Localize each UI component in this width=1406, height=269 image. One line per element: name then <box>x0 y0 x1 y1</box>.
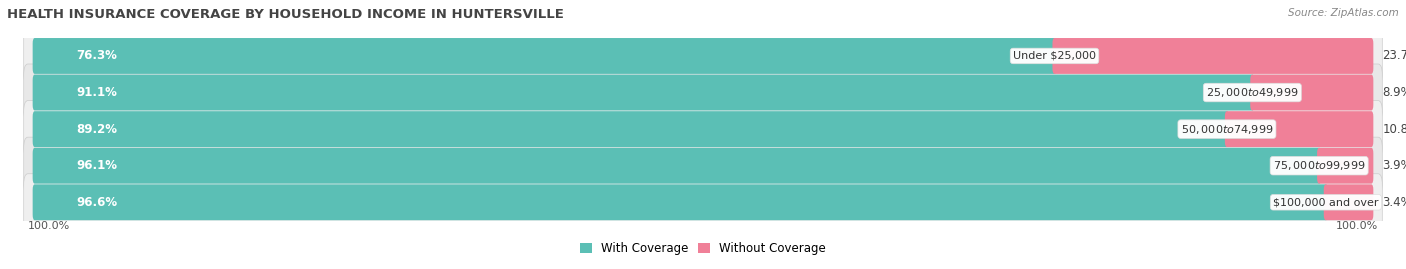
Text: 76.3%: 76.3% <box>76 49 117 62</box>
Text: 96.6%: 96.6% <box>76 196 117 209</box>
FancyBboxPatch shape <box>32 38 1056 74</box>
Text: $50,000 to $74,999: $50,000 to $74,999 <box>1181 123 1274 136</box>
Text: 100.0%: 100.0% <box>28 221 70 231</box>
Text: HEALTH INSURANCE COVERAGE BY HOUSEHOLD INCOME IN HUNTERSVILLE: HEALTH INSURANCE COVERAGE BY HOUSEHOLD I… <box>7 8 564 21</box>
FancyBboxPatch shape <box>32 148 1322 184</box>
Text: $75,000 to $99,999: $75,000 to $99,999 <box>1272 159 1365 172</box>
FancyBboxPatch shape <box>1053 38 1374 74</box>
Legend: With Coverage, Without Coverage: With Coverage, Without Coverage <box>579 242 827 255</box>
FancyBboxPatch shape <box>24 27 1382 84</box>
Text: 23.7%: 23.7% <box>1382 49 1406 62</box>
Text: 3.9%: 3.9% <box>1382 159 1406 172</box>
FancyBboxPatch shape <box>24 174 1382 231</box>
FancyBboxPatch shape <box>1324 184 1374 220</box>
Text: Source: ZipAtlas.com: Source: ZipAtlas.com <box>1288 8 1399 18</box>
Text: 10.8%: 10.8% <box>1382 123 1406 136</box>
FancyBboxPatch shape <box>24 137 1382 194</box>
FancyBboxPatch shape <box>24 64 1382 121</box>
Text: 91.1%: 91.1% <box>76 86 117 99</box>
Text: 96.1%: 96.1% <box>76 159 117 172</box>
Text: Under $25,000: Under $25,000 <box>1012 51 1097 61</box>
FancyBboxPatch shape <box>32 184 1327 220</box>
FancyBboxPatch shape <box>1317 148 1374 184</box>
FancyBboxPatch shape <box>1225 111 1374 147</box>
FancyBboxPatch shape <box>24 101 1382 158</box>
FancyBboxPatch shape <box>1250 75 1374 111</box>
Text: 3.4%: 3.4% <box>1382 196 1406 209</box>
Text: 8.9%: 8.9% <box>1382 86 1406 99</box>
Text: 100.0%: 100.0% <box>1336 221 1378 231</box>
FancyBboxPatch shape <box>32 111 1229 147</box>
Text: $100,000 and over: $100,000 and over <box>1272 197 1378 207</box>
Text: $25,000 to $49,999: $25,000 to $49,999 <box>1206 86 1299 99</box>
FancyBboxPatch shape <box>32 75 1254 111</box>
Text: 89.2%: 89.2% <box>76 123 117 136</box>
